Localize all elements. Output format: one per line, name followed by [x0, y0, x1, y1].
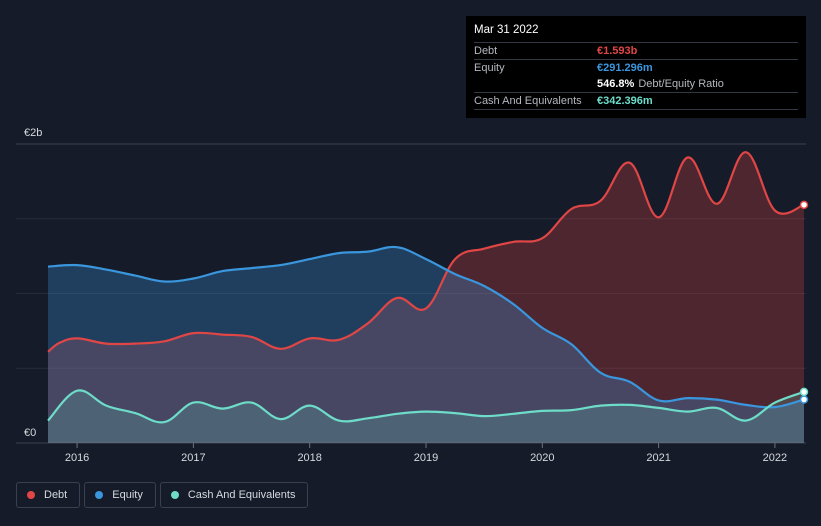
- x-tick-label: 2022: [763, 452, 787, 464]
- x-tick-label: 2018: [297, 452, 321, 464]
- tooltip-ratio-value: 546.8%: [597, 78, 635, 90]
- chart-lines: [47, 151, 805, 424]
- tooltip-equity-row: Equity €291.296m: [474, 59, 798, 76]
- tooltip-date: Mar 31 2022: [474, 24, 539, 36]
- x-axis-ticks: 2016 2017 2018 2019 2020 2021 2022: [65, 443, 787, 464]
- x-tick-label: 2019: [414, 452, 438, 464]
- x-tick-label: 2017: [181, 452, 205, 464]
- legend-debt-dot-icon: [27, 491, 35, 499]
- tooltip-cash-label: Cash And Equivalents: [474, 95, 582, 107]
- x-tick-label: 2016: [65, 452, 89, 464]
- legend-equity-dot-icon: [95, 491, 104, 499]
- chart-grid: [16, 143, 806, 444]
- legend-equity-label: Equity: [112, 489, 143, 501]
- tooltip-debt-label: Debt: [474, 45, 498, 57]
- debt-line: [47, 151, 805, 353]
- tooltip-cash-value: €342.396m: [597, 95, 653, 107]
- equity-area: [48, 246, 804, 443]
- legend-debt-label: Debt: [44, 489, 68, 501]
- tooltip-ratio-row: 546.8% Debt/Equity Ratio: [474, 76, 798, 92]
- tooltip-ratio-label: Debt/Equity Ratio: [638, 78, 724, 90]
- equity-end-point: [799, 395, 809, 404]
- debt-end-point: [799, 200, 809, 210]
- chart-legend: Debt Equity Cash And Equivalents: [16, 482, 312, 510]
- tooltip-divider: [474, 109, 798, 110]
- tooltip-equity-label: Equity: [474, 62, 505, 74]
- tooltip-equity-value: €291.296m: [597, 62, 653, 74]
- tooltip-cash-row: Cash And Equivalents €342.396m: [474, 92, 798, 109]
- y-axis-ticks: €2b €0: [24, 127, 42, 439]
- x-tick-label: 2020: [530, 452, 554, 464]
- tooltip-debt-value: €1.593b: [597, 45, 638, 57]
- data-tooltip: Mar 31 2022 Debt €1.593b Equity €291.296…: [466, 16, 806, 118]
- debt-area: [48, 152, 804, 443]
- chart-areas: [48, 152, 804, 443]
- legend-cash-label: Cash And Equivalents: [187, 489, 296, 501]
- y-tick-label: €2b: [24, 127, 42, 139]
- equity-line: [47, 245, 805, 409]
- y-tick-label: €0: [24, 427, 36, 439]
- tooltip-debt-row: Debt €1.593b: [474, 42, 798, 59]
- legend-cash-dot-icon: [170, 491, 179, 499]
- cash-area: [48, 390, 804, 443]
- x-tick-label: 2021: [646, 452, 670, 464]
- chart-end-markers: [799, 200, 809, 404]
- legend-debt[interactable]: Debt: [16, 482, 81, 508]
- legend-equity[interactable]: Equity: [84, 482, 156, 508]
- cash-end-point: [799, 387, 809, 397]
- cash-line: [47, 389, 805, 424]
- legend-cash[interactable]: Cash And Equivalents: [159, 482, 309, 508]
